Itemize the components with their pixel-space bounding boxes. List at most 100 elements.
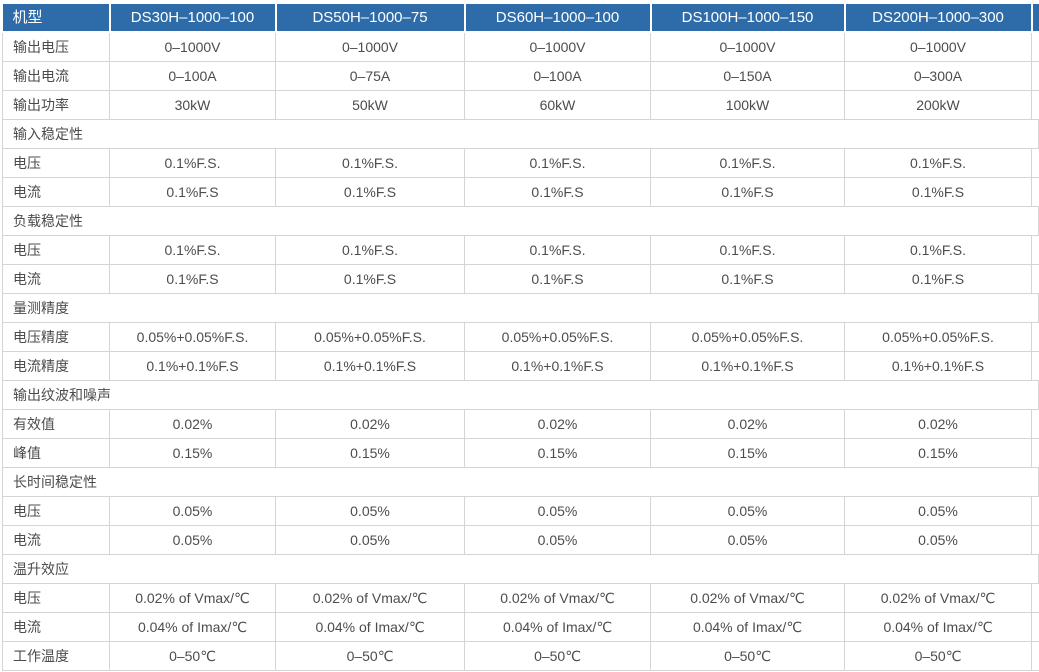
spec-value-cell: 0.04% of Imax/℃ [275,612,465,642]
spec-table: 机型 DS30H–1000–100 DS50H–1000–75 DS60H–10… [2,4,1039,671]
row-label: 电压 [2,148,110,178]
spec-value-cell: 0.1%+0.1%F.S [275,351,465,381]
spec-value-cell: 0.1%F.S [275,264,465,294]
spec-value-cell: 0–50℃ [650,641,845,671]
row-label: 峰值 [2,438,110,468]
spec-value-cell: 0.1%F.S [109,264,276,294]
spec-value-cell: 0–150A [650,61,845,91]
clipped-edge-column [1031,4,1039,33]
clipped-edge-cell [1031,612,1039,642]
spec-value-cell: 0.02% [275,409,465,439]
row-label: 电压 [2,496,110,526]
spec-value-cell: 0.02% of Vmax/℃ [650,583,845,613]
spec-value-cell: 0.05% [275,496,465,526]
spec-value-cell: 0.1%F.S. [844,235,1032,265]
spec-value-cell: 0.1%F.S. [275,148,465,178]
table-row: 峰值 0.15% 0.15% 0.15% 0.15% 0.15% [2,438,1039,468]
table-row: 电压 0.02% of Vmax/℃ 0.02% of Vmax/℃ 0.02% of… [2,583,1039,613]
spec-value-cell: 0–50℃ [464,641,651,671]
row-label: 电流 [2,612,110,642]
row-label: 输出功率 [2,90,110,120]
table-row: 电流 0.05% 0.05% 0.05% 0.05% 0.05% [2,525,1039,555]
spec-value-cell: 0–1000V [464,31,651,62]
spec-value-cell: 0.04% of Imax/℃ [109,612,276,642]
table-row: 电流精度 0.1%+0.1%F.S 0.1%+0.1%F.S 0.1%+0.1%F.S… [2,351,1039,381]
clipped-edge-cell [1031,90,1039,120]
spec-value-cell: 0.04% of Imax/℃ [844,612,1032,642]
spec-value-cell: 0.1%F.S [109,177,276,207]
table-row: 输出电压 0–1000V 0–1000V 0–1000V 0–1000V 0–1000V [2,31,1039,62]
row-label: 电压 [2,235,110,265]
spec-value-cell: 0.02% [109,409,276,439]
spec-value-cell: 0.15% [109,438,276,468]
spec-value-cell: 0.05% [109,496,276,526]
section-label: 长时间稳定性 [2,467,1039,497]
spec-value-cell: 50kW [275,90,465,120]
spec-value-cell: 0–50℃ [844,641,1032,671]
spec-value-cell: 0.02% of Vmax/℃ [844,583,1032,613]
spec-value-cell: 0.15% [464,438,651,468]
clipped-edge-cell [1031,235,1039,265]
spec-value-cell: 0.05%+0.05%F.S. [650,322,845,352]
spec-value-cell: 0.05% [275,525,465,555]
spec-value-cell: 0.1%F.S [844,177,1032,207]
table-row: 电压 0.1%F.S. 0.1%F.S. 0.1%F.S. 0.1%F.S. 0.1%F.… [2,235,1039,265]
spec-value-cell: 0.1%+0.1%F.S [650,351,845,381]
clipped-edge-cell [1031,177,1039,207]
spec-value-cell: 0.1%F.S. [464,148,651,178]
section-row: 温升效应 [2,554,1039,584]
spec-value-cell: 0.05%+0.05%F.S. [464,322,651,352]
clipped-edge-cell [1031,148,1039,178]
section-label: 负载稳定性 [2,206,1039,236]
spec-value-cell: 0.1%F.S [650,264,845,294]
section-label: 输出纹波和噪声 [2,380,1039,410]
row-label: 电压精度 [2,322,110,352]
spec-value-cell: 0.1%+0.1%F.S [109,351,276,381]
spec-value-cell: 0.1%+0.1%F.S [464,351,651,381]
spec-value-cell: 0.1%F.S [464,264,651,294]
clipped-edge-cell [1031,351,1039,381]
spec-value-cell: 0.1%F.S. [844,148,1032,178]
row-label: 有效值 [2,409,110,439]
spec-value-cell: 0.15% [844,438,1032,468]
row-label: 输出电压 [2,31,110,62]
spec-value-cell: 0.15% [275,438,465,468]
spec-value-cell: 0.15% [650,438,845,468]
table-row: 输出功率 30kW 50kW 60kW 100kW 200kW [2,90,1039,120]
section-label: 温升效应 [2,554,1039,584]
spec-value-cell: 0–50℃ [275,641,465,671]
section-row: 长时间稳定性 [2,467,1039,497]
table-row: 工作温度 0–50℃ 0–50℃ 0–50℃ 0–50℃ 0–50℃ [2,641,1039,671]
spec-value-cell: 0.05% [109,525,276,555]
spec-value-cell: 0.1%F.S [275,177,465,207]
spec-value-cell: 0–100A [109,61,276,91]
clipped-edge-cell [1031,583,1039,613]
spec-value-cell: 0.1%F.S. [650,235,845,265]
spec-value-cell: 0.1%F.S [844,264,1032,294]
clipped-edge-cell [1031,61,1039,91]
section-row: 输出纹波和噪声 [2,380,1039,410]
table-row: 输出电流 0–100A 0–75A 0–100A 0–150A 0–300A [2,61,1039,91]
spec-value-cell: 0–75A [275,61,465,91]
spec-value-cell: 100kW [650,90,845,120]
spec-value-cell: 0.1%F.S. [275,235,465,265]
spec-value-cell: 0.05%+0.05%F.S. [109,322,276,352]
header-model-4: DS100H–1000–150 [650,4,846,33]
spec-value-cell: 0–1000V [275,31,465,62]
spec-value-cell: 200kW [844,90,1032,120]
header-model-1: DS30H–1000–100 [109,4,277,33]
spec-value-cell: 0.05% [650,496,845,526]
clipped-edge-cell [1031,438,1039,468]
section-label: 量测精度 [2,293,1039,323]
clipped-edge-cell [1031,525,1039,555]
spec-value-cell: 0.02% of Vmax/℃ [109,583,276,613]
header-model-column-label: 机型 [2,4,111,33]
spec-value-cell: 0.05%+0.05%F.S. [844,322,1032,352]
table-row: 电流 0.1%F.S 0.1%F.S 0.1%F.S 0.1%F.S 0.1%F.S [2,264,1039,294]
spec-value-cell: 0.04% of Imax/℃ [650,612,845,642]
spec-value-cell: 0.05%+0.05%F.S. [275,322,465,352]
spec-value-cell: 0–1000V [650,31,845,62]
row-label: 工作温度 [2,641,110,671]
row-label: 电流 [2,177,110,207]
